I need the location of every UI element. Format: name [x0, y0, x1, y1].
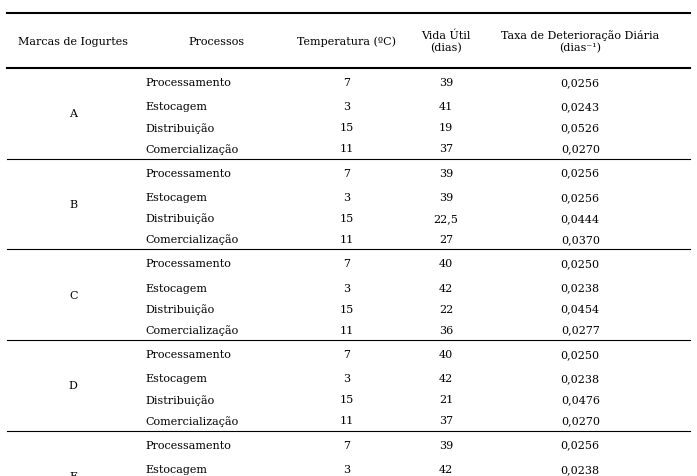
Text: D: D: [69, 381, 77, 390]
Text: Vida Útil
(dias): Vida Útil (dias): [422, 30, 470, 53]
Text: 3: 3: [343, 193, 351, 202]
Text: Comercialização: Comercialização: [145, 144, 238, 154]
Text: E: E: [69, 471, 77, 476]
Text: 27: 27: [439, 235, 453, 244]
Text: Marcas de Iogurtes: Marcas de Iogurtes: [18, 37, 128, 47]
Text: Processamento: Processamento: [145, 440, 231, 449]
Text: 0,0250: 0,0250: [560, 349, 600, 359]
Text: 0,0526: 0,0526: [560, 123, 600, 133]
Text: Distribuição: Distribuição: [145, 394, 214, 405]
Text: 0,0256: 0,0256: [560, 440, 600, 449]
Text: 15: 15: [339, 304, 354, 314]
Text: 0,0238: 0,0238: [560, 464, 600, 474]
Text: 36: 36: [439, 325, 453, 335]
Text: Estocagem: Estocagem: [145, 374, 207, 383]
Text: 41: 41: [439, 102, 453, 112]
Text: 0,0454: 0,0454: [560, 304, 600, 314]
Text: Estocagem: Estocagem: [145, 102, 207, 112]
Text: Processamento: Processamento: [145, 259, 231, 268]
Text: A: A: [69, 109, 77, 119]
Text: 22,5: 22,5: [434, 214, 459, 223]
Text: 11: 11: [339, 144, 354, 154]
Text: 0,0476: 0,0476: [561, 395, 599, 404]
Text: Processos: Processos: [188, 37, 244, 47]
Text: 0,0238: 0,0238: [560, 283, 600, 293]
Text: 0,0238: 0,0238: [560, 374, 600, 383]
Text: 39: 39: [439, 78, 453, 88]
Text: Comercialização: Comercialização: [145, 234, 238, 245]
Text: 21: 21: [439, 395, 453, 404]
Text: 3: 3: [343, 102, 351, 112]
Text: Processamento: Processamento: [145, 349, 231, 359]
Text: 0,0270: 0,0270: [561, 144, 599, 154]
Text: 39: 39: [439, 440, 453, 449]
Text: 22: 22: [439, 304, 453, 314]
Text: Estocagem: Estocagem: [145, 464, 207, 474]
Text: Estocagem: Estocagem: [145, 283, 207, 293]
Text: Processamento: Processamento: [145, 78, 231, 88]
Text: Taxa de Deterioração Diária
(dias⁻¹): Taxa de Deterioração Diária (dias⁻¹): [501, 30, 659, 53]
Text: 39: 39: [439, 193, 453, 202]
Text: 42: 42: [439, 464, 453, 474]
Text: 42: 42: [439, 374, 453, 383]
Text: Comercialização: Comercialização: [145, 325, 238, 335]
Text: 40: 40: [439, 259, 453, 268]
Text: 7: 7: [343, 78, 351, 88]
Text: 3: 3: [343, 283, 351, 293]
Text: 15: 15: [339, 123, 354, 133]
Text: 39: 39: [439, 169, 453, 178]
Text: 7: 7: [343, 440, 351, 449]
Text: 3: 3: [343, 374, 351, 383]
Text: 7: 7: [343, 259, 351, 268]
Text: Distribuição: Distribuição: [145, 213, 214, 224]
Text: 0,0270: 0,0270: [561, 416, 599, 425]
Text: Distribuição: Distribuição: [145, 304, 214, 314]
Text: 42: 42: [439, 283, 453, 293]
Text: 11: 11: [339, 235, 354, 244]
Text: 0,0250: 0,0250: [560, 259, 600, 268]
Text: Processamento: Processamento: [145, 169, 231, 178]
Text: 0,0256: 0,0256: [560, 169, 600, 178]
Text: 37: 37: [439, 144, 453, 154]
Text: 3: 3: [343, 464, 351, 474]
Text: 0,0277: 0,0277: [561, 325, 599, 335]
Text: 7: 7: [343, 169, 351, 178]
Text: B: B: [69, 200, 77, 209]
Text: 19: 19: [439, 123, 453, 133]
Text: C: C: [69, 290, 77, 300]
Text: 37: 37: [439, 416, 453, 425]
Text: Comercialização: Comercialização: [145, 415, 238, 426]
Text: 0,0256: 0,0256: [560, 193, 600, 202]
Text: 0,0256: 0,0256: [560, 78, 600, 88]
Text: 15: 15: [339, 395, 354, 404]
Text: 11: 11: [339, 416, 354, 425]
Text: 0,0370: 0,0370: [561, 235, 599, 244]
Text: Distribuição: Distribuição: [145, 123, 214, 133]
Text: 40: 40: [439, 349, 453, 359]
Text: 15: 15: [339, 214, 354, 223]
Text: Temperatura (ºC): Temperatura (ºC): [297, 36, 397, 47]
Text: 7: 7: [343, 349, 351, 359]
Text: 0,0243: 0,0243: [560, 102, 600, 112]
Text: Estocagem: Estocagem: [145, 193, 207, 202]
Text: 11: 11: [339, 325, 354, 335]
Text: 0,0444: 0,0444: [560, 214, 600, 223]
